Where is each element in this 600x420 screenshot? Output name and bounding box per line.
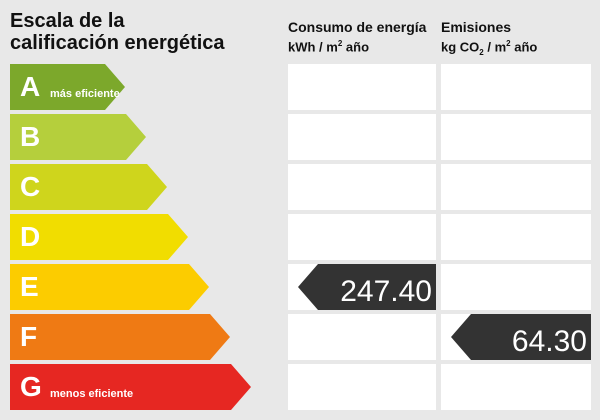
rating-bar-f: F [10,314,230,360]
consumption-indicator: 247.40 [298,264,436,310]
rating-letter: C [20,171,41,202]
consumption-unit: kWh / m2 año [288,39,370,55]
rating-letter: D [20,221,41,252]
consumption-cell-d [288,214,436,260]
emissions-cell-a [441,64,591,110]
consumption-cell-f [288,314,436,360]
rating-bar-c: C [10,164,167,210]
rating-letter: B [20,121,41,152]
rating-bar-b: B [10,114,146,160]
emissions-cell-e [441,264,591,310]
rating-note: menos eficiente [50,388,134,400]
consumption-cell-a [288,64,436,110]
emissions-unit: kg CO2 / m2 año [441,39,538,57]
emissions-value: 64.30 [511,325,587,358]
emissions-cell-b [441,114,591,160]
rating-note: más eficiente [50,88,120,100]
rating-letter: A [20,71,41,102]
rating-bar-e: E [10,264,209,310]
emissions-cell-c [441,164,591,210]
consumption-cell-b [288,114,436,160]
rating-letter: G [20,371,42,402]
emissions-header: Emisiones kg CO2 / m2 año [441,18,591,61]
emissions-header-label: Emisiones [441,19,512,35]
consumption-value: 247.40 [340,275,432,308]
consumption-header: Consumo de energía kWh / m2 año [288,18,436,55]
rating-letter: F [20,321,38,352]
emissions-cell-d [441,214,591,260]
rating-letter: E [20,271,39,302]
emissions-cell-g [441,364,591,410]
page-title: Escala de la calificación energética [10,10,225,54]
emissions-indicator: 64.30 [451,314,591,360]
rating-bar-d: D [10,214,188,260]
consumption-cell-g [288,364,436,410]
consumption-cell-c [288,164,436,210]
consumption-header-label: Consumo de energía [288,19,427,35]
